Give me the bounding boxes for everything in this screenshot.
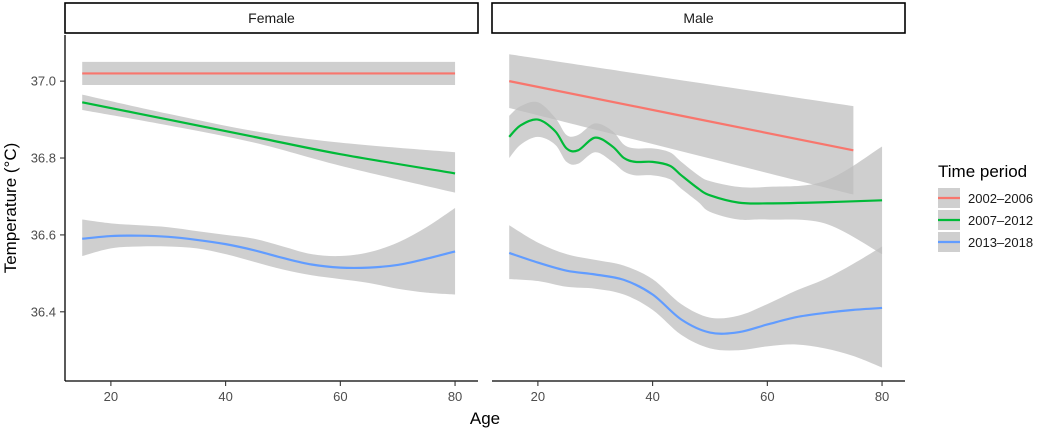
- legend-key-2007-2012: 2007–2012: [938, 210, 1033, 230]
- y-tick-label-36-8: 36.8: [31, 151, 56, 166]
- x-axis-title: Age: [470, 409, 500, 428]
- panel-female: [81, 61, 456, 295]
- legend: Time period 2002–2006 2007–2012 2013–2018: [938, 162, 1033, 252]
- legend-label-2002-2006: 2002–2006: [968, 191, 1033, 206]
- x-tick-label-female-60: 60: [333, 389, 347, 404]
- legend-label-2007-2012: 2007–2012: [968, 213, 1033, 228]
- series-line-male-2002-2006: [508, 80, 854, 152]
- x-tick-label-male-40: 40: [645, 389, 659, 404]
- x-tick-label-female-20: 20: [104, 389, 118, 404]
- series-line-male-2013-2018: [508, 251, 883, 335]
- confidence-band-male-2002-2006: [509, 54, 854, 195]
- series-line-female-2007-2012: [81, 101, 456, 175]
- panel-male: [508, 54, 883, 368]
- confidence-band-female-2013-2018: [82, 208, 456, 295]
- axes: 20 40 60 80 20 40 60 80 36.4 36.6 36.8 37.0: [31, 35, 905, 404]
- x-tick-label-male-80: 80: [875, 389, 889, 404]
- strip-male: Male: [491, 2, 906, 34]
- y-axis-title: Temperature (°C): [1, 143, 20, 274]
- strip-label-female: Female: [248, 10, 295, 26]
- x-tick-label-male-20: 20: [531, 389, 545, 404]
- y-tick-label-36-4: 36.4: [31, 304, 56, 319]
- confidence-band-female-2007-2012: [82, 94, 456, 193]
- legend-key-2013-2018: 2013–2018: [938, 232, 1033, 252]
- x-tick-label-female-40: 40: [218, 389, 232, 404]
- y-tick-label-37-0: 37.0: [31, 74, 56, 89]
- y-tick-label-36-6: 36.6: [31, 227, 56, 242]
- series-line-female-2013-2018: [82, 234, 456, 270]
- series-line-male-2007-2012: [508, 118, 883, 205]
- legend-label-2013-2018: 2013–2018: [968, 235, 1033, 250]
- x-tick-label-male-60: 60: [760, 389, 774, 404]
- x-tick-label-female-80: 80: [448, 389, 462, 404]
- strip-female: Female: [64, 2, 479, 34]
- confidence-band-male-2013-2018: [509, 225, 883, 368]
- strip-label-male: Male: [683, 10, 714, 26]
- legend-title: Time period: [938, 162, 1027, 181]
- legend-key-2002-2006: 2002–2006: [938, 188, 1033, 208]
